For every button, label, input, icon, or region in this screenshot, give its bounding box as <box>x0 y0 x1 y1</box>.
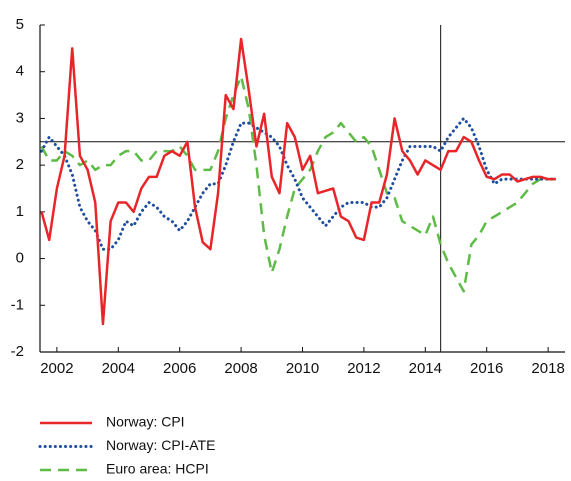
x-tick-label: 2002 <box>40 360 73 377</box>
y-tick-label: 3 <box>16 109 24 126</box>
x-tick-label: 2004 <box>102 360 135 377</box>
data-line <box>40 116 558 251</box>
x-tick-label: 2010 <box>286 360 319 377</box>
y-tick-label: 5 <box>16 16 24 33</box>
y-tick-label: 0 <box>16 250 24 267</box>
y-tick-label: -2 <box>11 343 24 360</box>
y-tick-label: 2 <box>16 156 24 173</box>
x-tick-label: 2016 <box>470 360 503 377</box>
y-tick-label: 4 <box>16 63 24 80</box>
legend-label: Norway: CPI-ATE <box>106 437 215 453</box>
data-line <box>40 37 556 326</box>
x-tick-label: 2008 <box>224 360 257 377</box>
x-tick-label: 2012 <box>347 360 380 377</box>
y-tick-label: 1 <box>16 203 24 220</box>
x-tick-label: 2006 <box>163 360 196 377</box>
data-line <box>40 75 556 293</box>
x-tick-label: 2014 <box>409 360 442 377</box>
x-tick-label: 2018 <box>531 360 564 377</box>
y-tick-label: -1 <box>11 296 24 313</box>
legend-label: Euro area: HCPI <box>106 461 209 477</box>
legend-label: Norway: CPI <box>106 414 185 430</box>
